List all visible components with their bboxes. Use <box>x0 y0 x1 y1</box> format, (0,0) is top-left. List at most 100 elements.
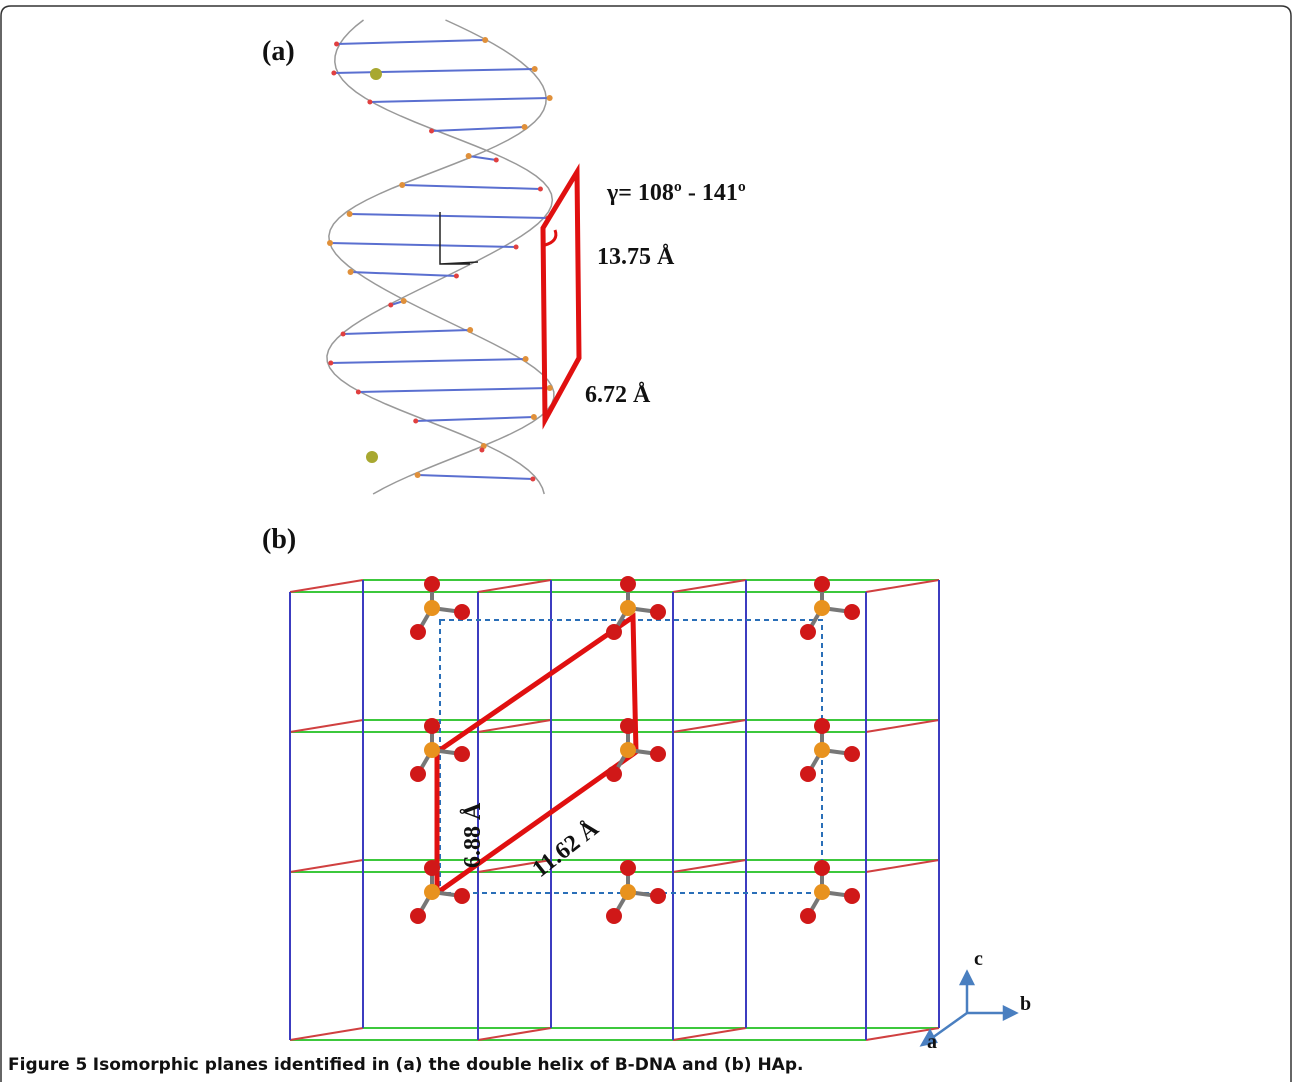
caption: Figure 5 Isomorphic planes identified in… <box>8 1055 803 1075</box>
frame-axes <box>439 212 479 265</box>
base-pair <box>350 271 457 277</box>
oxygen <box>355 389 361 395</box>
lattice-edge <box>289 719 364 733</box>
base-pair <box>358 387 550 393</box>
oxygen <box>650 604 666 620</box>
lattice-edge <box>477 859 552 873</box>
length-label: 6.88 Å <box>460 802 486 868</box>
base-pair <box>431 126 525 132</box>
oxygen <box>650 888 666 904</box>
backbone <box>328 19 555 495</box>
phosphate <box>530 414 537 420</box>
base-pair <box>415 416 534 422</box>
lattice-edge <box>672 1027 747 1041</box>
phosphate <box>347 269 354 275</box>
phosphorus <box>424 600 440 616</box>
lattice-edge <box>865 1027 940 1041</box>
oxygen <box>454 604 470 620</box>
base-pair <box>333 68 535 74</box>
oxygen <box>800 766 816 782</box>
lattice-edge <box>477 579 552 593</box>
angle-arc <box>544 229 558 247</box>
phosphate <box>327 240 334 246</box>
phosphorus <box>620 742 636 758</box>
phosphate <box>400 298 407 304</box>
lattice-edge <box>477 719 552 733</box>
oxygen <box>328 360 334 366</box>
phosphate <box>467 327 474 333</box>
lattice-edge <box>865 859 940 873</box>
axis-label: a <box>927 1031 937 1053</box>
oxygen <box>453 273 459 279</box>
phosphate <box>399 182 406 188</box>
dna-helix <box>326 19 555 495</box>
axes-indicator <box>919 969 1019 1047</box>
phosphate <box>546 95 553 101</box>
lattice-edge <box>672 719 747 733</box>
axis-label: c <box>974 948 983 970</box>
base-pair <box>468 155 497 161</box>
oxygen <box>844 746 860 762</box>
phosphate <box>480 443 487 449</box>
oxygen <box>814 576 830 592</box>
lattice-edge <box>289 1027 364 1041</box>
phosphate <box>522 356 529 362</box>
panel-label: (a) <box>262 36 295 67</box>
panel-label: (b) <box>262 524 296 555</box>
phosphorus <box>814 742 830 758</box>
oxygen <box>606 766 622 782</box>
phosphorus <box>424 742 440 758</box>
oxygen <box>844 604 860 620</box>
length-label: 6.72 Å <box>585 382 651 408</box>
phosphorus <box>620 884 636 900</box>
oxygen <box>620 718 636 734</box>
hap-lattice <box>289 579 940 1041</box>
oxygen <box>340 331 346 337</box>
phosphate <box>546 385 553 391</box>
plane <box>540 163 582 430</box>
phosphorus <box>814 884 830 900</box>
length-label: 13.75 Å <box>597 244 675 270</box>
oxygen <box>454 746 470 762</box>
angle-label: γ= 108º - 141º <box>606 180 746 206</box>
phosphate <box>346 211 353 217</box>
lattice-edge <box>672 859 747 873</box>
oxygen <box>413 418 419 424</box>
lattice-edge <box>865 579 940 593</box>
phosphorus <box>424 884 440 900</box>
base-pair <box>336 39 486 45</box>
phosphate <box>521 124 528 130</box>
figure-border <box>0 5 1292 1082</box>
phosphate <box>531 66 538 72</box>
base-pair <box>343 329 471 335</box>
oxygen <box>814 718 830 734</box>
lattice-edge <box>865 719 940 733</box>
atoms <box>410 576 860 924</box>
oxygen <box>800 624 816 640</box>
lattice-edge <box>289 579 364 593</box>
phosphate <box>465 153 472 159</box>
oxygen <box>410 624 426 640</box>
oxygen <box>800 908 816 924</box>
base-pair <box>349 213 548 219</box>
phosphate <box>482 37 489 43</box>
phosphate <box>414 472 421 478</box>
oxygen <box>424 576 440 592</box>
base-pair <box>402 184 541 190</box>
oxygen <box>367 99 373 105</box>
caption-text: Isomorphic planes identified in (a) the … <box>93 1055 804 1075</box>
oxygen <box>620 860 636 876</box>
oxygen <box>388 302 394 308</box>
axis-label: b <box>1020 993 1031 1015</box>
oxygen <box>606 624 622 640</box>
oxygen <box>844 888 860 904</box>
backbone <box>326 19 554 495</box>
oxygen <box>424 718 440 734</box>
lattice-edge <box>477 1027 552 1041</box>
oxygen <box>424 860 440 876</box>
oxygen <box>410 908 426 924</box>
oxygen <box>650 746 666 762</box>
oxygen <box>479 447 485 453</box>
oxygen <box>606 908 622 924</box>
ion <box>370 68 382 80</box>
